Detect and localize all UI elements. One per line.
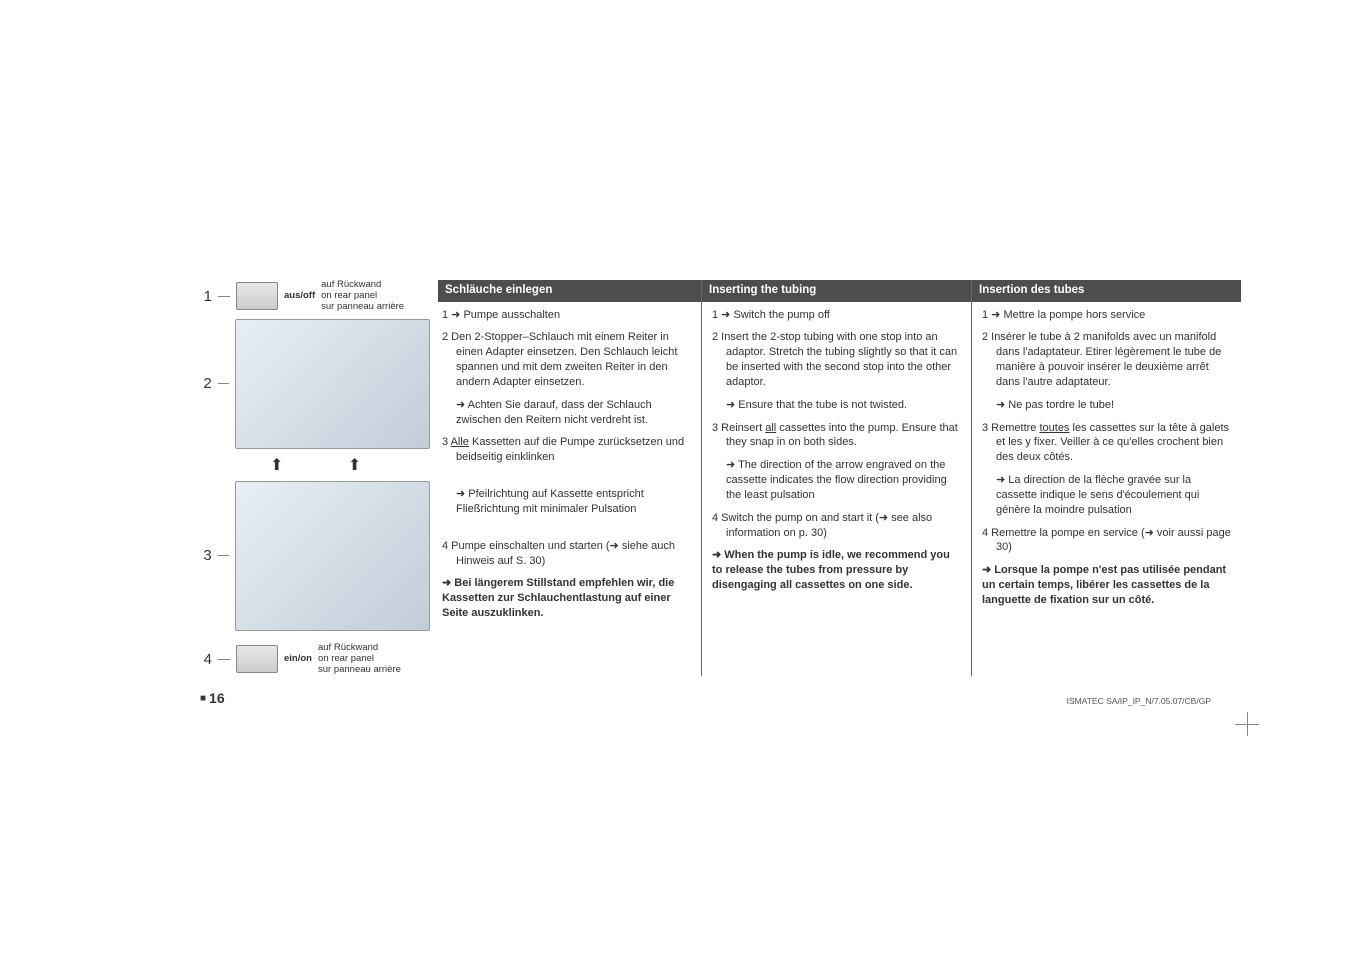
- step-1-labels: aus/off: [284, 291, 315, 302]
- de-step-2: 2 Den 2-Stopper–Schlauch mit einem Reite…: [442, 330, 691, 389]
- fr-step-2-note: ➜ Ne pas tordre le tube!: [982, 398, 1231, 413]
- dash-connector: [218, 296, 230, 297]
- footer-document-code: ISMATEC SA/IP_IP_N/7.05.07/CB/GP: [1067, 696, 1211, 706]
- en-p3-pre: 3 Reinsert: [712, 422, 765, 434]
- crop-mark-icon: [1235, 712, 1259, 736]
- fr-step-3-note: ➜ La direction de la flèche gravée sur l…: [982, 473, 1231, 518]
- switch-off-image: [236, 282, 278, 310]
- arrows-row: ⬆ ⬆: [200, 455, 430, 475]
- en-p3-underline: all: [765, 422, 776, 434]
- fr-p3-pre: 3 Remettre: [982, 422, 1039, 434]
- en-step-1: 1 ➜ Switch the pump off: [712, 308, 961, 323]
- en-step-4: 4 Switch the pump on and start it (➜ see…: [712, 511, 961, 541]
- label-fr: sur panneau arrière: [318, 665, 401, 676]
- de-p3-underline: Alle: [451, 436, 469, 448]
- en-step-2-note: ➜ Ensure that the tube is not twisted.: [712, 398, 961, 413]
- column-english: Inserting the tubing 1 ➜ Switch the pump…: [701, 280, 971, 676]
- label-aus-off: aus/off: [284, 291, 315, 302]
- left-image-column: 1 aus/off auf Rückwand on rear panel sur…: [200, 280, 430, 676]
- step-4-number: 4: [200, 651, 212, 668]
- en-step-3: 3 Reinsert all cassettes into the pump. …: [712, 421, 961, 451]
- header-german: Schläuche einlegen: [438, 280, 701, 302]
- fr-step-2: 2 Insérer le tube à 2 manifolds avec un …: [982, 330, 1231, 389]
- de-step-2-note: ➜ Achten Sie darauf, dass der Schlauch z…: [442, 398, 691, 428]
- step-3-row: 3: [200, 481, 430, 631]
- en-step-2: 2 Insert the 2-stop tubing with one stop…: [712, 330, 961, 389]
- de-step-1: 1 ➜ Pumpe ausschalten: [442, 308, 691, 323]
- step-1-row: 1 aus/off auf Rückwand on rear panel sur…: [200, 280, 430, 313]
- fr-step-4: 4 Remettre la pompe en service (➜ voir a…: [982, 526, 1231, 556]
- text-columns-container: Schläuche einlegen 1 ➜ Pumpe ausschalten…: [438, 280, 1241, 676]
- de-step-3: 3 Alle Kassetten auf die Pumpe zurückset…: [442, 435, 691, 465]
- fr-step-1: 1 ➜ Mettre la pompe hors service: [982, 308, 1231, 323]
- page-number: 16: [200, 690, 225, 706]
- dash-connector: [218, 383, 230, 384]
- arrow-up-icon: ⬆: [348, 455, 361, 475]
- de-p3-post: Kassetten auf die Pumpe zurücksetzen und…: [456, 436, 684, 463]
- en-step-3-note: ➜ The direction of the arrow engraved on…: [712, 458, 961, 503]
- step-1-locations: auf Rückwand on rear panel sur panneau a…: [321, 280, 404, 313]
- page-container: 1 aus/off auf Rückwand on rear panel sur…: [0, 0, 1351, 676]
- label-en: on rear panel: [318, 654, 401, 665]
- step-2-row: 2: [200, 319, 430, 449]
- fr-step-3: 3 Remettre toutes les cassettes sur la t…: [982, 421, 1231, 466]
- adapter-photo: [235, 319, 430, 449]
- step-1-number: 1: [200, 288, 212, 305]
- dash-connector: [218, 555, 230, 556]
- header-french: Insertion des tubes: [972, 280, 1241, 302]
- en-bold-note: ➜ When the pump is idle, we recommend yo…: [712, 548, 961, 593]
- fr-bold-note: ➜ Lorsque la pompe n'est pas utilisée pe…: [982, 563, 1231, 608]
- label-ein-on: ein/on: [284, 654, 312, 665]
- arrow-up-icon: ⬆: [270, 455, 283, 475]
- label-fr: sur panneau arrière: [321, 302, 404, 313]
- column-german: Schläuche einlegen 1 ➜ Pumpe ausschalten…: [438, 280, 701, 676]
- de-p3-pre: 3: [442, 436, 451, 448]
- switch-on-image: [236, 645, 278, 673]
- header-english: Inserting the tubing: [702, 280, 971, 302]
- column-french: Insertion des tubes 1 ➜ Mettre la pompe …: [971, 280, 1241, 676]
- fr-p3-underline: toutes: [1039, 422, 1069, 434]
- step-4-locations: auf Rückwand on rear panel sur panneau a…: [318, 643, 401, 676]
- dash-connector: [218, 659, 230, 660]
- step-3-number: 3: [200, 547, 212, 564]
- step-2-number: 2: [200, 375, 212, 392]
- de-step-4: 4 Pumpe einschalten und starten (➜ siehe…: [442, 539, 691, 569]
- cassette-photo: [235, 481, 430, 631]
- de-bold-note: ➜ Bei längerem Stillstand empfehlen wir,…: [442, 576, 691, 621]
- step-4-labels: ein/on: [284, 654, 312, 665]
- step-4-row: 4 ein/on auf Rückwand on rear panel sur …: [200, 643, 430, 676]
- de-step-3-note: ➜ Pfeilrichtung auf Kassette entspricht …: [442, 487, 691, 517]
